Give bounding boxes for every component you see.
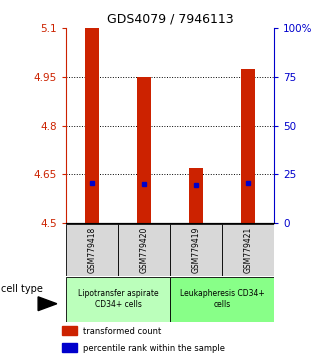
Bar (62, 326, 77, 335)
Text: GSM779421: GSM779421 (244, 227, 252, 273)
Bar (170, 276, 274, 322)
Text: percentile rank within the sample: percentile rank within the sample (83, 344, 225, 353)
Bar (85, 28, 99, 223)
Text: cell type: cell type (1, 284, 43, 294)
Bar (137, 77, 151, 223)
Bar (66, 224, 118, 275)
Text: GSM779418: GSM779418 (87, 227, 96, 273)
Text: GSM779420: GSM779420 (140, 226, 148, 273)
Bar (62, 343, 77, 352)
Bar (118, 224, 170, 275)
Text: Lipotransfer aspirate
CD34+ cells: Lipotransfer aspirate CD34+ cells (78, 290, 158, 309)
Title: GDS4079 / 7946113: GDS4079 / 7946113 (107, 13, 233, 26)
Bar (189, 168, 203, 223)
Bar (241, 69, 255, 223)
Text: transformed count: transformed count (83, 326, 161, 336)
Bar (170, 224, 222, 275)
Polygon shape (38, 297, 57, 311)
Bar (66, 276, 170, 322)
Bar (222, 224, 274, 275)
Text: Leukapheresis CD34+
cells: Leukapheresis CD34+ cells (180, 290, 264, 309)
Text: GSM779419: GSM779419 (191, 226, 200, 273)
